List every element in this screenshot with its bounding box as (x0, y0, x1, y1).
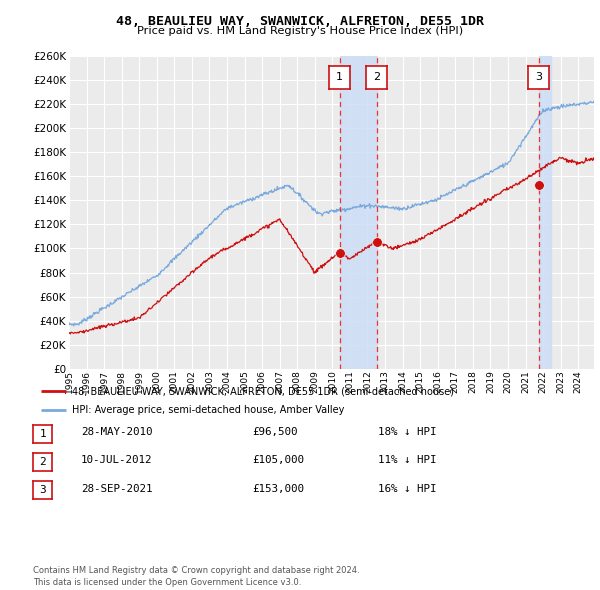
Text: 3: 3 (535, 73, 542, 82)
Text: 28-SEP-2021: 28-SEP-2021 (81, 484, 152, 493)
Text: 3: 3 (39, 486, 46, 495)
Text: 28-MAY-2010: 28-MAY-2010 (81, 427, 152, 437)
Text: 10-JUL-2012: 10-JUL-2012 (81, 455, 152, 465)
Text: 1: 1 (336, 73, 343, 82)
Text: 48, BEAULIEU WAY, SWANWICK, ALFRETON, DE55 1DR: 48, BEAULIEU WAY, SWANWICK, ALFRETON, DE… (116, 15, 484, 28)
Text: £105,000: £105,000 (252, 455, 304, 465)
Text: 1: 1 (39, 429, 46, 438)
Text: 16% ↓ HPI: 16% ↓ HPI (378, 484, 437, 493)
Text: 18% ↓ HPI: 18% ↓ HPI (378, 427, 437, 437)
Text: 2: 2 (39, 457, 46, 467)
Text: Contains HM Land Registry data © Crown copyright and database right 2024.
This d: Contains HM Land Registry data © Crown c… (33, 566, 359, 587)
Bar (340, 56, 377, 369)
Text: Price paid vs. HM Land Registry's House Price Index (HPI): Price paid vs. HM Land Registry's House … (137, 26, 463, 36)
Bar (539, 56, 551, 369)
Text: £96,500: £96,500 (252, 427, 298, 437)
Text: HPI: Average price, semi-detached house, Amber Valley: HPI: Average price, semi-detached house,… (72, 405, 344, 415)
Text: 2: 2 (373, 73, 380, 82)
Text: 11% ↓ HPI: 11% ↓ HPI (378, 455, 437, 465)
Text: 48, BEAULIEU WAY, SWANWICK, ALFRETON, DE55 1DR (semi-detached house): 48, BEAULIEU WAY, SWANWICK, ALFRETON, DE… (72, 386, 454, 396)
Text: £153,000: £153,000 (252, 484, 304, 493)
